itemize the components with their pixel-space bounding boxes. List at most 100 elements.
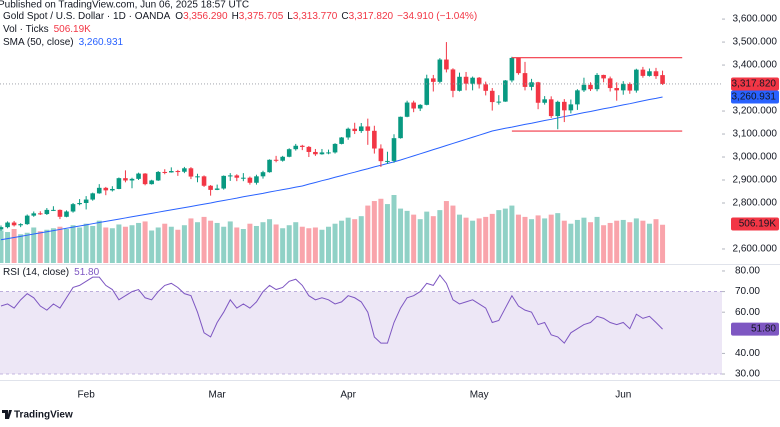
candle-body [634, 69, 639, 91]
volume-bar [312, 227, 318, 263]
x-tick-label: Jun [615, 390, 631, 401]
volume-bar [37, 231, 43, 263]
volume-bar [24, 232, 30, 263]
candle-body [555, 101, 561, 117]
candle-body [313, 151, 318, 155]
candle-body [372, 130, 377, 149]
published-note: Published on TradingView.com, Jun 06, 20… [0, 0, 249, 11]
candle-body [306, 146, 312, 152]
rsi-line [0, 274, 663, 344]
candle-body [169, 171, 174, 173]
candle-body [38, 213, 43, 215]
y-tick-label: 3,200.000 [733, 106, 778, 117]
y-tick-label: 60.00 [735, 307, 760, 318]
y-tick-label: 30.00 [735, 369, 760, 380]
volume-bar [345, 217, 351, 263]
volume-bar [398, 208, 404, 263]
volume-bar [267, 219, 273, 263]
symbol: Gold Spot / U.S. Dollar · 1D · OANDA [3, 11, 171, 22]
volume-bar [50, 228, 56, 263]
candle-body [188, 168, 194, 177]
y-tick-label: 80.00 [735, 266, 760, 277]
brand: TradingView [2, 410, 73, 421]
volume-bar [286, 225, 292, 263]
volume-bar [470, 220, 476, 263]
candle-body [444, 59, 449, 70]
candle-body [522, 73, 528, 87]
volume-bar [18, 234, 24, 263]
candle-body [247, 177, 253, 183]
volume-bar [168, 226, 174, 263]
volume-bar [201, 216, 207, 263]
volume-bar [208, 220, 214, 263]
volume-bar [358, 216, 364, 263]
volume-bar [529, 219, 535, 263]
candle-body [96, 187, 102, 194]
volume-bar [614, 220, 620, 263]
volume-bar [371, 201, 377, 263]
volume-bar [620, 219, 626, 263]
legend-name: RSI (14, close) [3, 267, 69, 278]
candle-body [548, 99, 554, 117]
brand-name: TradingView [14, 410, 73, 421]
volume-bar [136, 222, 142, 263]
candle-body [77, 202, 82, 205]
candle-body [234, 175, 240, 178]
candle-body [496, 101, 502, 103]
volume-bar [195, 222, 200, 263]
price-badge-label: 506.19K [739, 219, 777, 230]
volume-bar [234, 227, 240, 263]
x-tick-label: May [470, 390, 489, 401]
volume-bar [522, 216, 528, 263]
candle-body [116, 178, 122, 189]
volume-bar [77, 227, 83, 263]
candle-body [385, 160, 390, 162]
volume-bar [253, 225, 259, 263]
volume-bar [627, 222, 633, 263]
volume-bar [430, 216, 436, 263]
y-tick-label: 40.00 [735, 348, 760, 359]
candle-body [0, 227, 4, 230]
candle-body [110, 188, 115, 191]
volume-bar [548, 214, 554, 263]
candle-body [129, 178, 135, 181]
candle-body [155, 171, 161, 181]
candle-body [103, 187, 109, 191]
candle-body [221, 175, 226, 189]
candle-body [31, 213, 37, 216]
volume-bar [188, 218, 194, 263]
candle-body [404, 102, 410, 117]
volume-bar [457, 214, 462, 263]
volume-bar [424, 211, 430, 263]
volume-bar [83, 223, 89, 263]
volume-bar [496, 210, 502, 263]
candle-body [149, 180, 154, 185]
volume-bar [326, 226, 331, 263]
volume-bar [57, 226, 63, 263]
price-badge [731, 217, 779, 231]
candle-body [57, 209, 63, 217]
candle-body [647, 71, 652, 76]
candle-body [332, 143, 338, 153]
price-badge-label: 51.80 [751, 324, 776, 335]
volume-bar [365, 205, 371, 263]
volume-bar [542, 218, 548, 263]
volume-bar [109, 228, 115, 263]
candle-body [195, 176, 200, 178]
volume-bar [31, 227, 37, 263]
ohlc-key: C [341, 11, 348, 22]
volume-bar [116, 224, 122, 263]
candle-body [136, 173, 141, 179]
volume-bar [437, 210, 443, 263]
candle-body [90, 193, 95, 200]
candle-body [319, 152, 325, 155]
candle-body [588, 84, 593, 90]
volume-bar [574, 219, 580, 263]
change: −34.910 (−1.04%) [397, 11, 477, 22]
volume-bar [568, 223, 574, 263]
y-tick-label: 2,600.000 [733, 244, 778, 255]
candle-body [227, 175, 233, 177]
volume-bar [247, 223, 253, 263]
volume-bar [332, 223, 338, 263]
y-tick-label: 3,600.000 [733, 14, 778, 25]
